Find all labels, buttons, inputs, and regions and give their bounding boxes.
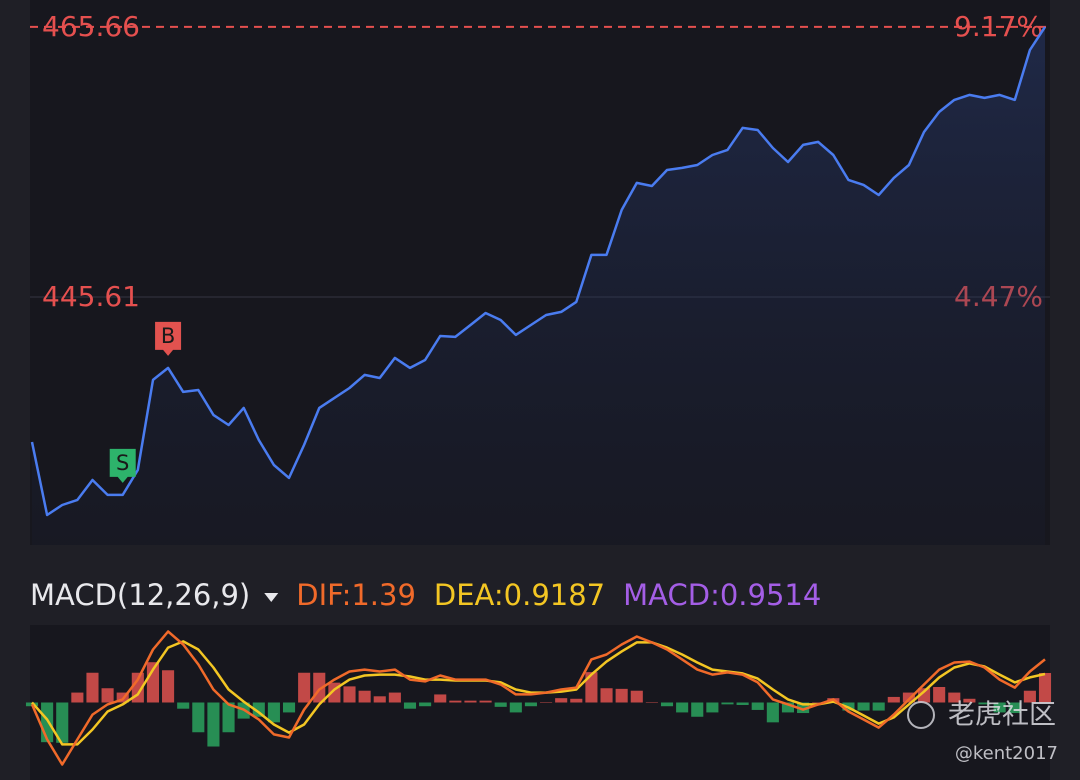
macd-bar [358,690,371,703]
macd-bar [857,702,870,711]
macd-bar [419,702,432,707]
macd-bar [615,688,628,703]
marker-box [109,448,136,483]
macd-bar [555,698,568,703]
watermark-author: @kent2017 [955,743,1058,764]
macd-title: MACD(12,26,9) [30,578,250,612]
macd-bar [86,672,99,703]
macd-bar [600,688,613,703]
legend-entry: DIF:1.39 [296,578,416,612]
macd-bar [691,702,704,717]
macd-bar [192,702,205,733]
macd-bar [41,702,54,743]
macd-bar [71,692,84,703]
macd-bar [706,702,719,713]
price-line [30,26,1047,517]
macd-bar [373,696,386,703]
macd-bar [1023,690,1036,703]
macd-bar [388,692,401,703]
macd-bar [494,702,507,707]
watermark: 老虎社区 @kent2017 [907,700,1058,764]
macd-bar [781,702,795,713]
macd-bar [343,686,356,703]
marker-label: B [161,324,175,348]
macd-bar [797,702,810,714]
y-tick-label: 465.66 [42,10,140,43]
macd-bar [933,687,946,703]
macd-bar [403,702,417,709]
macd-bar [524,702,537,707]
macd-bar [948,692,961,703]
macd-bar [751,702,764,710]
macd-bar [162,670,175,703]
trade-marker: S [109,448,136,483]
macd-bar [207,702,220,747]
macd-bar [509,702,522,713]
macd-bar [872,702,885,711]
trade-marker: B [155,321,182,356]
y2-tick-label: 9.17% [954,10,1043,43]
macd-bar [56,702,69,743]
macd-bar [101,688,114,703]
macd-bar [630,690,643,703]
macd-bar [1008,702,1021,714]
legend-entry: MACD:0.9514 [623,578,821,612]
legend-entry: DEA:0.9187 [434,578,605,612]
macd-bar [902,692,915,703]
macd-bar [570,698,583,703]
macd-bar [177,702,190,709]
marker-box [155,321,182,356]
macd-bar [721,702,734,705]
watermark-icon [907,701,935,729]
macd-legend: MACD(12,26,9) DIF:1.39 DEA:0.9187 MACD:0.9… [30,578,821,612]
macd-bar [252,702,265,717]
macd-bar [978,702,991,705]
macd-bar [676,702,689,713]
macd-bar [963,698,976,703]
macd-bar [917,688,931,703]
macd-bar [449,700,462,703]
macd-bar [298,672,311,703]
macd-bar [540,702,553,703]
macd-bar [1038,673,1052,703]
price-area [32,26,1045,545]
macd-bar [282,702,296,713]
macd-bar [464,700,477,703]
macd-bar [660,702,674,707]
macd-bar [585,672,598,703]
marker-label: S [116,451,129,475]
dropdown-icon[interactable] [264,593,279,602]
macd-bar [887,696,900,703]
y-tick-label: 445.61 [42,280,140,313]
dif-line [30,630,1046,766]
macd-bar [993,702,1006,713]
macd-bar [766,702,779,723]
watermark-text: 老虎社区 [948,700,1056,731]
macd-bar [222,702,235,733]
macd-bar [645,702,658,703]
macd-bar [736,702,749,705]
macd-bar [434,694,447,703]
macd-bar [479,700,492,703]
macd-bar [812,702,825,703]
macd-bar [267,702,280,723]
